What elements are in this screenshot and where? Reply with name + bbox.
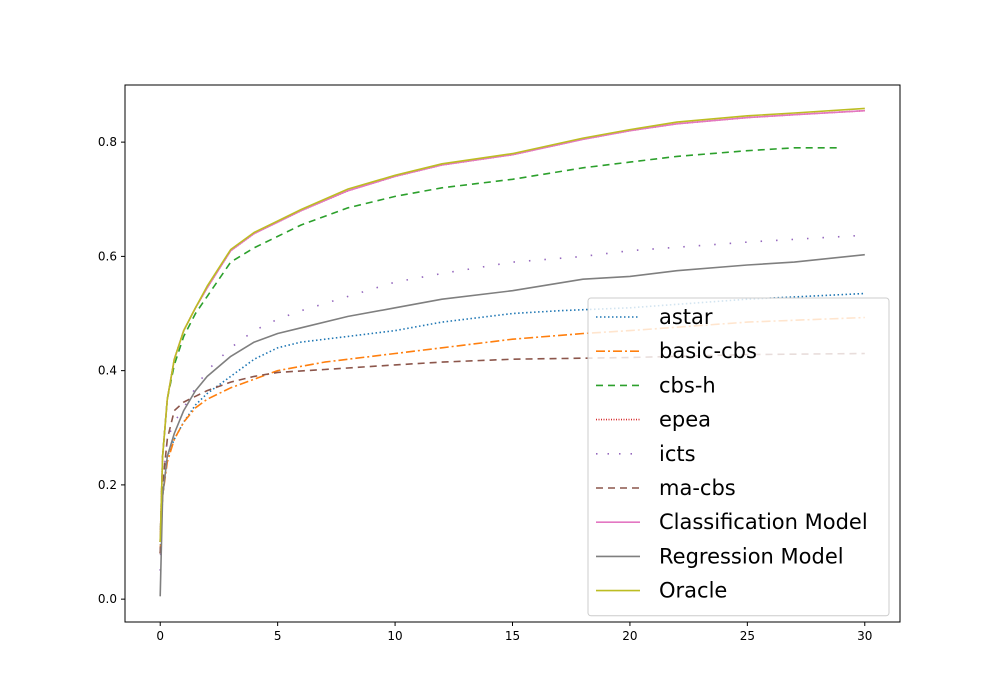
x-tick-label: 0 xyxy=(156,629,164,643)
y-tick-label: 0.6 xyxy=(98,249,117,263)
legend-label: icts xyxy=(659,442,696,466)
x-tick-label: 10 xyxy=(387,629,402,643)
legend-label: Classification Model xyxy=(659,510,868,534)
x-axis: 0 5 10 15 20 25 30 xyxy=(156,622,872,643)
legend-label: Regression Model xyxy=(659,544,844,568)
legend: astar basic-cbs cbs-h epea icts ma-cbs Classif… xyxy=(587,297,890,617)
x-tick-label: 25 xyxy=(740,629,755,643)
series-line-1 xyxy=(159,292,865,554)
x-tick-label: 15 xyxy=(505,629,520,643)
series-line-9 xyxy=(159,107,865,543)
x-tick-label: 30 xyxy=(857,629,872,643)
series-line-3 xyxy=(159,147,842,543)
legend-label: epea xyxy=(659,408,711,432)
y-tick-label: 0.4 xyxy=(98,364,117,378)
series-line-8 xyxy=(159,253,865,597)
plot-lines xyxy=(159,107,865,597)
y-tick-label: 0.2 xyxy=(98,478,117,492)
legend-label: Oracle xyxy=(659,579,727,603)
series-line-6 xyxy=(159,352,865,554)
legend-label: basic-cbs xyxy=(659,339,757,363)
y-tick-label: 0.0 xyxy=(98,592,117,606)
y-tick-label: 0.8 xyxy=(98,135,117,149)
legend-label: ma-cbs xyxy=(659,476,736,500)
legend-label: cbs-h xyxy=(659,373,716,397)
x-tick-label: 20 xyxy=(622,629,637,643)
legend-box xyxy=(587,297,890,617)
y-axis: 0.0 0.2 0.4 0.6 0.8 xyxy=(98,135,125,606)
x-tick-label: 5 xyxy=(274,629,282,643)
legend-label: astar xyxy=(659,305,713,329)
